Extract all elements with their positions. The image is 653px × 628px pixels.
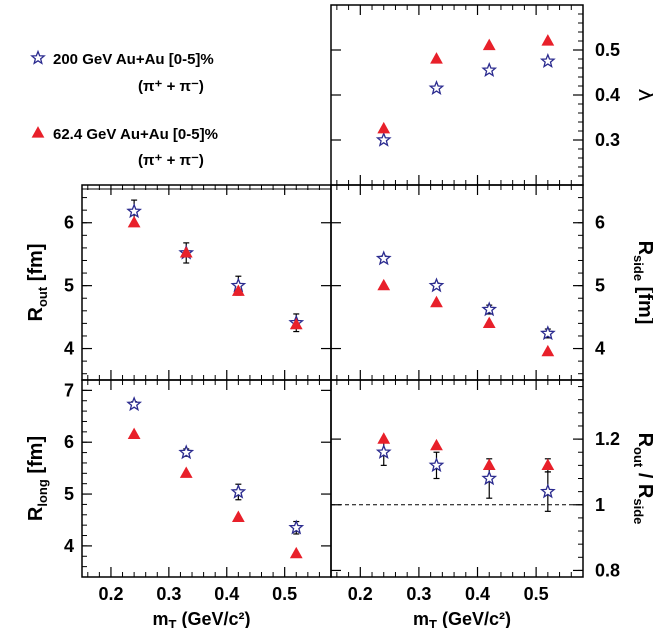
y-tick-label: 4 bbox=[64, 536, 74, 556]
legend-marker-star bbox=[30, 49, 46, 65]
panel-lambda: 0.3 0.4 0.5 λ bbox=[330, 4, 653, 186]
y-tick-label: 0.5 bbox=[595, 40, 620, 60]
data-point-star bbox=[539, 52, 556, 68]
panel-rout: 4 5 6 Rout [fm] bbox=[25, 184, 332, 381]
data-point-triangle bbox=[127, 215, 141, 228]
y-tick-label: 5 bbox=[595, 276, 605, 296]
data-point-triangle bbox=[482, 458, 496, 470]
legend-label-200gev: 200 GeV Au+Au [0-5]% bbox=[53, 51, 214, 68]
data-point-triangle bbox=[289, 546, 303, 559]
y-tick-label: 0.8 bbox=[595, 560, 620, 580]
data-point-star bbox=[375, 250, 392, 266]
y-axis-label: λ bbox=[633, 89, 653, 101]
y-axis-label: Rlong [fm] bbox=[25, 436, 50, 521]
x-tick-label: 0.3 bbox=[406, 584, 431, 604]
data-point-triangle bbox=[231, 284, 245, 296]
data-point-triangle bbox=[541, 344, 555, 357]
x-tick-label: 0.5 bbox=[524, 584, 549, 604]
legend: 200 GeV Au+Au [0-5]% (π⁺ + π⁻) 62.4 GeV … bbox=[30, 49, 218, 169]
panels: 0.3 0.4 0.5 λ 4 5 6 Rout [fm] 4 5 6 Rside [fm] 4 5 6 7 R… bbox=[25, 4, 653, 580]
legend-marker-triangle bbox=[31, 126, 45, 138]
data-point-star bbox=[126, 396, 143, 412]
data-point-star bbox=[428, 79, 445, 95]
data-point-triangle bbox=[377, 278, 391, 291]
data-point-triangle bbox=[482, 38, 496, 51]
panel-ratio: 0.8 1 1.2 Rout / Rside bbox=[330, 379, 653, 580]
panel-frame bbox=[81, 184, 332, 381]
x-tick-label: 0.4 bbox=[465, 584, 490, 604]
data-point-triangle bbox=[430, 438, 443, 451]
data-point-triangle bbox=[541, 458, 555, 470]
x-axis-label: mT (GeV/c²) bbox=[153, 609, 251, 628]
data-point-triangle bbox=[541, 34, 555, 46]
panel-frame bbox=[81, 379, 332, 578]
x-tick-label: 0.2 bbox=[348, 584, 373, 604]
y-tick-label: 4 bbox=[595, 339, 605, 359]
y-tick-label: 6 bbox=[64, 213, 74, 233]
y-tick-label: 7 bbox=[64, 380, 74, 400]
data-point-star bbox=[375, 131, 392, 147]
y-tick-label: 6 bbox=[595, 213, 605, 233]
data-point-triangle bbox=[430, 52, 443, 64]
y-tick-label: 5 bbox=[64, 484, 74, 504]
data-point-star bbox=[481, 470, 498, 486]
legend-label-62gev: 62.4 GeV Au+Au [0-5]% bbox=[53, 126, 218, 143]
data-point-star bbox=[178, 444, 195, 460]
data-point-star bbox=[481, 61, 498, 77]
data-point-triangle bbox=[179, 246, 193, 258]
panel-frame bbox=[330, 4, 584, 186]
data-point-star bbox=[288, 519, 305, 535]
y-axis-label: Rside [fm] bbox=[631, 241, 653, 325]
data-point-triangle bbox=[289, 317, 303, 330]
y-tick-label: 4 bbox=[64, 339, 74, 359]
data-point-triangle bbox=[179, 466, 193, 478]
x-axis-label: mT (GeV/c²) bbox=[413, 609, 511, 628]
legend-sublabel-62gev: (π⁺ + π⁻) bbox=[138, 152, 204, 169]
y-axis-label: Rout [fm] bbox=[25, 244, 50, 322]
y-tick-label: 0.4 bbox=[595, 85, 620, 105]
data-point-star bbox=[481, 301, 498, 317]
x-tick-label: 0.5 bbox=[272, 584, 297, 604]
data-point-star bbox=[428, 457, 445, 473]
legend-triangle-marker bbox=[31, 126, 45, 138]
x-tick-label: 0.3 bbox=[156, 584, 181, 604]
data-point-star bbox=[230, 483, 247, 499]
data-point-triangle bbox=[377, 432, 391, 444]
legend-sublabel-200gev: (π⁺ + π⁻) bbox=[138, 78, 204, 95]
y-tick-label: 6 bbox=[64, 432, 74, 452]
data-point-triangle bbox=[430, 295, 443, 308]
legend-star-marker bbox=[30, 49, 46, 65]
data-point-star bbox=[539, 483, 556, 499]
y-tick-label: 5 bbox=[64, 276, 74, 296]
panel-frame bbox=[330, 379, 584, 578]
y-axis-label: Rout / Rside bbox=[631, 433, 653, 525]
y-tick-label: 1 bbox=[595, 495, 605, 515]
y-tick-label: 1.2 bbox=[595, 429, 620, 449]
data-point-star bbox=[428, 277, 445, 293]
data-point-star bbox=[126, 203, 143, 219]
data-point-star bbox=[539, 325, 556, 341]
panel-rlong: 4 5 6 7 Rlong [fm] bbox=[25, 379, 332, 578]
x-axis-labels: 0.2 0.3 0.4 0.5 mT (GeV/c²) 0.2 0.3 0.4 0.5 mT (G… bbox=[98, 584, 548, 628]
panel-rside: 4 5 6 Rside [fm] bbox=[330, 184, 653, 381]
data-point-triangle bbox=[127, 427, 141, 440]
data-point-triangle bbox=[377, 121, 391, 134]
x-tick-label: 0.4 bbox=[214, 584, 239, 604]
data-point-triangle bbox=[231, 510, 245, 522]
data-point-triangle bbox=[482, 316, 496, 328]
x-tick-label: 0.2 bbox=[98, 584, 123, 604]
y-tick-label: 0.3 bbox=[595, 130, 620, 150]
data-point-star bbox=[375, 443, 392, 459]
